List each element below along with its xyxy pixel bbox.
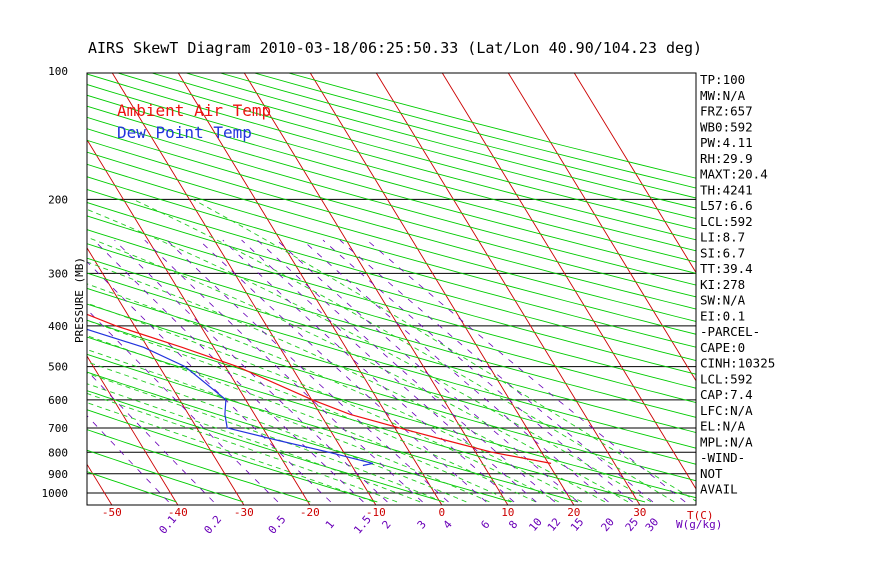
stat-item: EL:N/A: [700, 419, 746, 434]
stat-item: EI:0.1: [700, 308, 745, 323]
stat-item: CAPE:0: [700, 340, 745, 355]
stat-item: AVAIL: [700, 482, 738, 497]
stat-item: NOT: [700, 466, 723, 481]
stat-item: MW:N/A: [700, 88, 746, 103]
pressure-tick-label: 400: [48, 320, 68, 333]
chart-title: AIRS SkewT Diagram 2010-03-18/06:25:50.3…: [88, 39, 702, 57]
stat-item: TH:4241: [700, 182, 753, 197]
bottom-temp-tick-label: -50: [102, 506, 122, 519]
bottom-temp-tick-label: 0: [439, 506, 446, 519]
stat-item: SW:N/A: [700, 293, 746, 308]
stat-item: LCL:592: [700, 214, 753, 229]
stat-item: KI:278: [700, 277, 745, 292]
stat-item: -WIND-: [700, 450, 745, 465]
stat-item: -PARCEL-: [700, 324, 760, 339]
x-axis-mixing-label: W(g/kg): [676, 518, 722, 531]
stat-item: LFC:N/A: [700, 403, 753, 418]
stat-item: L57:6.6: [700, 198, 753, 213]
pressure-tick-label: 700: [48, 422, 68, 435]
pressure-tick-label: 600: [48, 394, 68, 407]
pressure-tick-label: 200: [48, 193, 68, 206]
stat-item: SI:6.7: [700, 245, 745, 260]
stat-item: MPL:N/A: [700, 434, 753, 449]
bottom-temp-tick-label: -30: [234, 506, 254, 519]
pressure-tick-label: 500: [48, 361, 68, 374]
stat-item: CAP:7.4: [700, 387, 753, 402]
stat-item: RH:29.9: [700, 151, 753, 166]
pressure-tick-label: 100: [48, 65, 68, 78]
y-axis-label: PRESSURE (MB): [73, 257, 86, 343]
stat-item: FRZ:657: [700, 104, 753, 119]
bottom-temp-tick-label: 10: [501, 506, 514, 519]
stat-item: LCL:592: [700, 371, 753, 386]
pressure-tick-label: 800: [48, 446, 68, 459]
stat-item: LI:8.7: [700, 230, 745, 245]
stat-item: WB0:592: [700, 119, 753, 134]
bottom-temp-tick-label: 30: [633, 506, 646, 519]
stat-item: TP:100: [700, 72, 745, 87]
legend-ambient-air-temp: Ambient Air Temp: [117, 101, 271, 120]
pressure-tick-label: 1000: [42, 487, 69, 500]
stat-item: CINH:10325: [700, 356, 775, 371]
legend-dew-point-temp: Dew Point Temp: [117, 123, 252, 142]
bottom-temp-tick-label: -20: [300, 506, 320, 519]
pressure-tick-label: 900: [48, 468, 68, 481]
stat-item: PW:4.11: [700, 135, 753, 150]
stat-item: MAXT:20.4: [700, 167, 768, 182]
pressure-tick-label: 300: [48, 267, 68, 280]
stat-item: TT:39.4: [700, 261, 753, 276]
